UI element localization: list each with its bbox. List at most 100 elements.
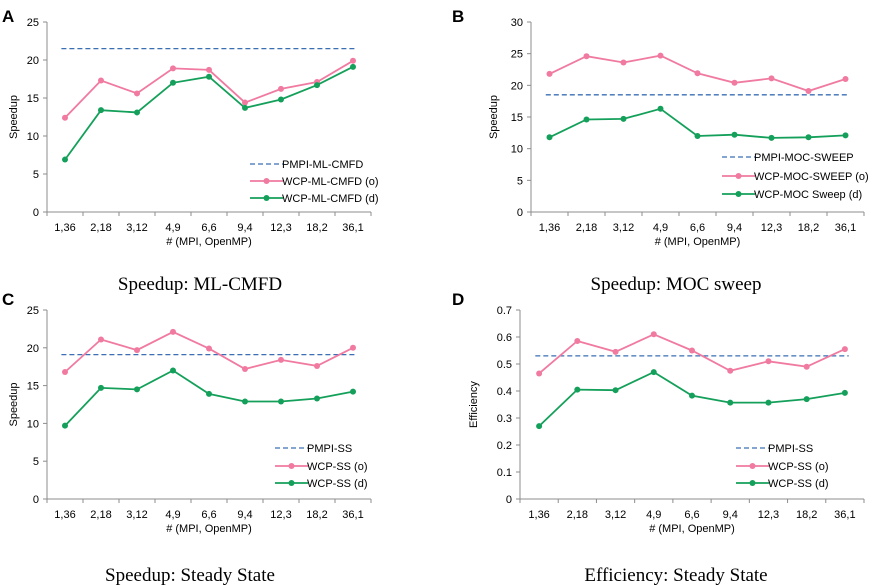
x-tick-label: 36,1 — [342, 222, 363, 234]
panel-letter: C — [2, 290, 14, 309]
legend-marker — [735, 173, 742, 179]
data-point-wcp-d — [657, 105, 664, 112]
x-tick-label: 2,18 — [576, 222, 597, 234]
x-tick-label: 6,6 — [690, 222, 705, 234]
x-tick-label: 2,18 — [567, 509, 588, 521]
data-point-wcp-o — [242, 99, 248, 106]
data-point-wcp-o — [694, 70, 701, 77]
series-line-wcp-o — [538, 333, 846, 375]
data-point-wcp-o — [768, 75, 775, 82]
x-axis-title: # (MPI, OpenMP) — [655, 236, 741, 248]
y-tick-label: 0.3 — [497, 413, 512, 425]
x-tick-label: 4,9 — [653, 222, 668, 234]
legend-label: WCP-ML-CMFD (d) — [282, 193, 379, 205]
y-tick-label: 15 — [511, 112, 523, 124]
data-point-wcp-o — [689, 347, 695, 354]
panel-caption: Efficiency: Steady State — [584, 565, 767, 585]
y-tick-label: 20 — [27, 55, 39, 67]
x-tick-label: 18,2 — [798, 222, 819, 234]
x-tick-label: 1,36 — [54, 222, 75, 234]
chart-panel-b: B 0 5 10 15 20 25 30 1,36 2,18 3,12 4,9 6,6 9,4 12,3 18… — [452, 7, 869, 295]
panel-letter: B — [452, 7, 464, 26]
x-tick-label: 4,9 — [165, 509, 180, 521]
data-point-wcp-d — [278, 398, 284, 405]
legend-marker — [288, 463, 295, 469]
data-point-wcp-o — [574, 338, 581, 345]
x-tick-label: 1,36 — [539, 222, 560, 234]
y-tick-label: 0 — [33, 494, 39, 506]
x-tick-label: 36,1 — [834, 509, 855, 521]
x-tick-label: 9,4 — [727, 222, 742, 234]
data-point-wcp-d — [546, 134, 553, 141]
data-point-wcp-o — [731, 79, 738, 86]
panel-caption: Speedup: ML-CMFD — [118, 274, 282, 295]
y-tick-label: 25 — [27, 17, 39, 29]
x-axis-title: # (MPI, OpenMP) — [166, 523, 252, 535]
x-tick-label: 3,12 — [605, 509, 626, 521]
y-tick-label: 5 — [517, 175, 523, 187]
data-point-wcp-d — [803, 396, 810, 403]
x-tick-label: 12,3 — [758, 509, 779, 521]
data-point-wcp-o — [278, 356, 284, 363]
data-point-wcp-d — [727, 399, 734, 406]
data-point-wcp-o — [206, 66, 212, 73]
data-point-wcp-o — [170, 328, 176, 335]
data-point-wcp-o — [98, 336, 104, 343]
data-point-wcp-o — [62, 368, 68, 375]
y-tick-label: 0.2 — [497, 440, 512, 452]
y-tick-label: 25 — [27, 305, 39, 317]
data-point-wcp-d — [170, 367, 176, 374]
x-tick-label: 12,3 — [270, 222, 291, 234]
data-point-wcp-d — [574, 386, 581, 393]
data-point-wcp-o — [242, 365, 248, 372]
data-point-wcp-o — [62, 114, 68, 121]
panel-caption: Speedup: Steady State — [105, 565, 275, 585]
data-point-wcp-d — [612, 387, 619, 394]
x-tick-label: 6,6 — [201, 509, 216, 521]
x-tick-label: 12,3 — [761, 222, 782, 234]
legend-label: PMPI-ML-CMFD — [282, 159, 363, 171]
x-tick-label: 9,4 — [237, 222, 252, 234]
y-tick-label: 10 — [511, 144, 523, 156]
x-tick-label: 2,18 — [90, 509, 111, 521]
data-point-wcp-d — [206, 73, 212, 80]
x-tick-label: 4,9 — [165, 222, 180, 234]
x-tick-label: 4,9 — [646, 509, 661, 521]
y-tick-label: 0 — [517, 207, 523, 219]
data-point-wcp-o — [206, 345, 212, 352]
data-point-wcp-o — [170, 65, 176, 72]
legend-marker — [263, 178, 270, 184]
data-point-wcp-o — [841, 346, 848, 353]
x-tick-label: 3,12 — [613, 222, 634, 234]
chart-panel-d: D 0 0.1 0.2 0.3 0.4 0.5 0.6 0.7 1,36 2,18 3,12 4,9 6,… — [452, 290, 865, 585]
data-point-wcp-d — [731, 131, 738, 138]
data-point-wcp-d — [583, 116, 590, 123]
y-tick-label: 0.4 — [497, 386, 512, 398]
legend-label: WCP-SS (d) — [768, 478, 829, 490]
legend-label: WCP-MOC Sweep (d) — [754, 189, 862, 201]
x-tick-label: 18,2 — [306, 509, 327, 521]
x-tick-label: 12,3 — [270, 509, 291, 521]
legend-marker — [749, 480, 756, 486]
x-tick-label: 36,1 — [342, 509, 363, 521]
y-axis-title: Speedup — [8, 95, 20, 139]
x-axis-title: # (MPI, OpenMP) — [649, 523, 735, 535]
y-tick-label: 0 — [506, 494, 512, 506]
y-tick-label: 0.7 — [497, 305, 512, 317]
x-tick-label: 6,6 — [684, 509, 699, 521]
data-point-wcp-d — [134, 109, 140, 116]
data-point-wcp-d — [842, 132, 849, 139]
legend-label: WCP-SS (o) — [768, 461, 829, 473]
data-point-wcp-o — [650, 331, 657, 338]
series-line-wcp-d — [64, 65, 354, 161]
data-point-wcp-d — [242, 398, 248, 405]
legend-marker — [735, 191, 742, 197]
x-tick-label: 6,6 — [201, 222, 216, 234]
data-point-wcp-d — [350, 388, 356, 395]
data-point-wcp-d — [689, 392, 695, 399]
legend-label: WCP-ML-CMFD (o) — [282, 176, 379, 188]
legend-label: WCP-MOC-SWEEP (o) — [754, 171, 869, 183]
data-point-wcp-d — [805, 134, 812, 141]
data-point-wcp-d — [314, 395, 320, 402]
panel-letter: D — [452, 290, 464, 309]
